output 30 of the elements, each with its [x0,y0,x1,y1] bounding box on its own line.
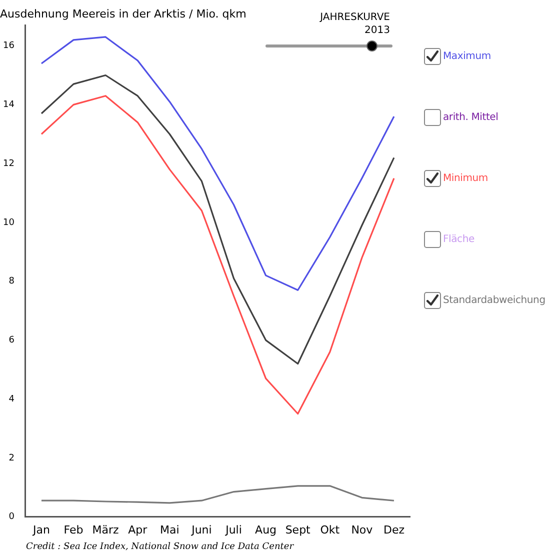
x-tick-label: Juli [224,523,242,536]
chart-title: Ausdehnung Meereis in der Arktis / Mio. qkm [0,7,246,20]
x-tick-label: Apr [128,523,148,536]
text: Standardabweichung [443,294,546,306]
y-tick-label: 14 [3,100,15,110]
text: Minimum [443,172,488,184]
x-tick-label: Aug [255,523,277,536]
text: Maximum [443,50,491,62]
text: JAHRESKURVE [318,12,390,23]
annotation: 2013 [364,25,390,36]
y-tick-label: 16 [3,41,15,52]
y-tick-label: 10 [3,218,15,228]
x-tick-label: Juni [190,523,212,536]
y-tick-label: 0 [8,512,15,522]
x-tick-label: Okt [320,523,340,536]
text: Fläche [443,234,474,244]
x-tick-label: Dez [383,523,405,536]
text: Credit : Sea Ice Index, National Snow and Ice Data Center [26,542,294,552]
y-tick-label: 6 [8,336,15,346]
x-tick-label: Mai [160,523,180,536]
x-tick-label: Jan [32,523,50,536]
y-tick-label: 12 [3,158,14,169]
x-tick-label: Nov [351,523,374,536]
text: arith. Mittel [443,112,498,122]
x-tick-label: Feb [64,523,84,536]
y-tick-label: 2 [8,453,14,464]
x-tick-label: März [92,523,120,536]
x-tick-label: Sept [285,523,312,536]
y-tick-label: 4 [8,394,15,404]
y-tick-label: 8 [8,276,15,287]
